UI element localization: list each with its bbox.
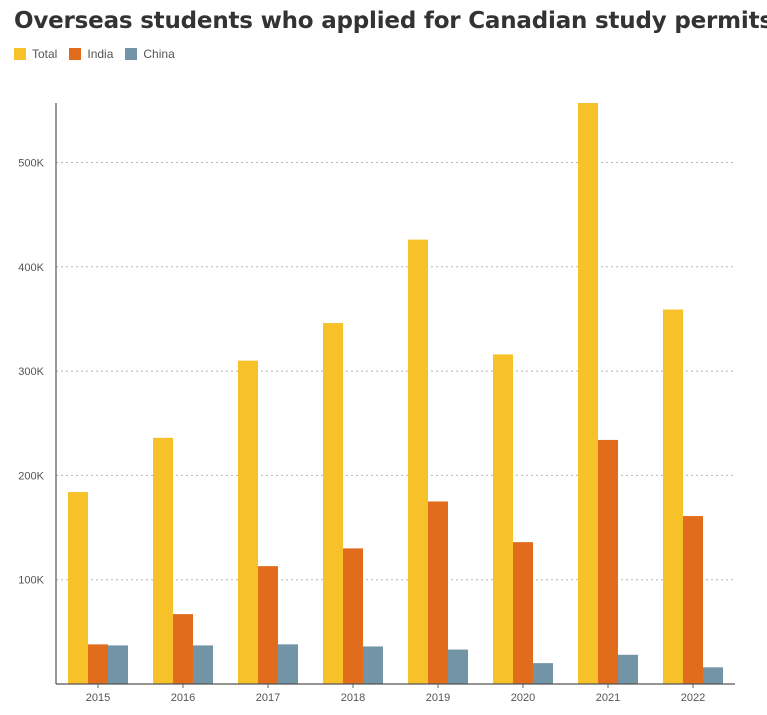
- y-tick-label: 400K: [18, 262, 44, 274]
- y-tick-label: 100K: [18, 575, 44, 587]
- y-tick-label: 500K: [18, 157, 44, 169]
- y-tick-label: 300K: [18, 366, 44, 378]
- legend-item-india[interactable]: India: [69, 47, 113, 61]
- bar-total-2017: [238, 360, 258, 684]
- bar-total-2021: [578, 103, 598, 684]
- bar-china-2019: [448, 649, 468, 684]
- y-tick-label: 200K: [18, 470, 44, 482]
- legend-label-total: Total: [32, 47, 58, 61]
- legend-swatch-total: [14, 48, 26, 60]
- x-tick-label: 2018: [341, 692, 365, 704]
- x-tick-label: 2020: [511, 692, 535, 704]
- legend-label-india: India: [87, 47, 114, 61]
- chart-title: Overseas students who applied for Canadi…: [14, 8, 767, 34]
- legend-swatch-india: [69, 48, 82, 60]
- bar-china-2017: [278, 644, 298, 684]
- bar-china-2015: [108, 645, 128, 684]
- bar-china-2022: [703, 667, 723, 684]
- bar-total-2022: [663, 309, 683, 684]
- bar-india-2016: [173, 614, 193, 684]
- legend-swatch-china: [125, 48, 138, 60]
- bar-china-2021: [618, 654, 638, 684]
- x-tick-label: 2015: [86, 692, 110, 704]
- bar-china-2016: [193, 645, 213, 684]
- bar-india-2021: [598, 439, 618, 684]
- bar-china-2020: [533, 663, 553, 684]
- bar-india-2020: [513, 542, 533, 684]
- bar-india-2022: [683, 516, 703, 684]
- bar-india-2017: [258, 566, 278, 684]
- legend-item-china[interactable]: China: [125, 47, 175, 61]
- bar-total-2020: [493, 354, 513, 684]
- x-tick-label: 2021: [596, 692, 620, 704]
- x-tick-label: 2016: [171, 692, 195, 704]
- x-tick-label: 2017: [256, 692, 280, 704]
- bar-total-2016: [153, 437, 173, 684]
- bar-china-2018: [363, 646, 383, 684]
- bar-india-2015: [88, 644, 108, 684]
- bar-total-2018: [323, 323, 343, 684]
- legend-item-total[interactable]: Total: [14, 47, 57, 61]
- chart-legend: Total India China: [14, 47, 187, 61]
- x-tick-label: 2019: [426, 692, 450, 704]
- legend-label-china: China: [143, 47, 175, 61]
- bar-india-2018: [343, 548, 363, 684]
- bar-india-2019: [428, 501, 448, 684]
- x-tick-label: 2022: [681, 692, 705, 704]
- bar-total-2019: [408, 239, 428, 684]
- bar-total-2015: [68, 492, 88, 684]
